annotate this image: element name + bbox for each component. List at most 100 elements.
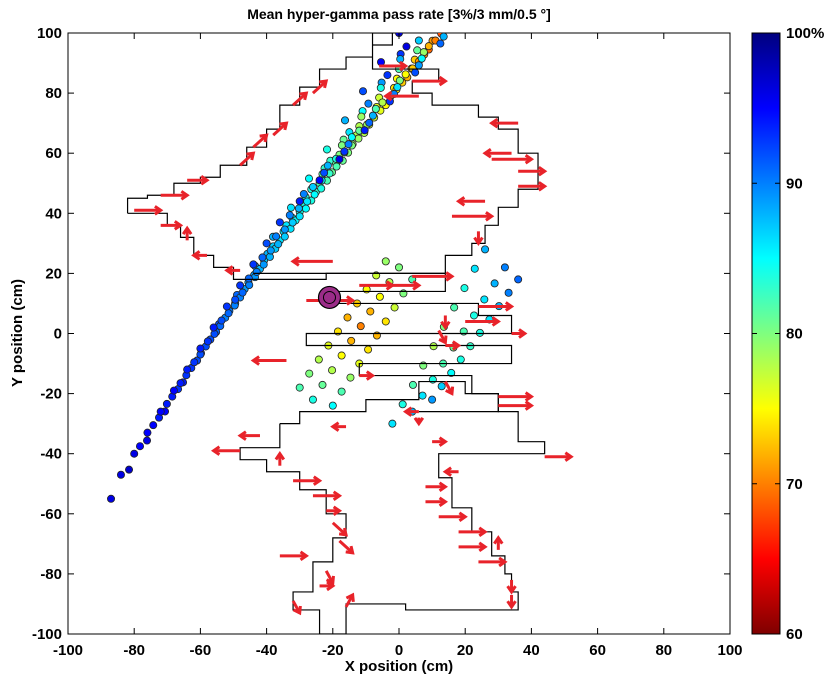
data-point — [364, 99, 373, 108]
displacement-arrow — [473, 231, 484, 247]
displacement-arrow — [224, 265, 241, 276]
data-point — [259, 260, 268, 269]
y-tick-label: 40 — [45, 205, 62, 222]
displacement-arrow — [293, 475, 323, 486]
displacement-arrow — [330, 421, 347, 432]
data-point — [287, 203, 296, 212]
data-point — [130, 449, 139, 458]
data-point — [294, 204, 303, 213]
data-point — [310, 190, 319, 199]
data-point — [299, 189, 308, 198]
colorbar-tick-label: 70 — [786, 476, 803, 493]
colorbar-tick-label: 100% — [786, 25, 824, 42]
data-point — [354, 134, 363, 143]
displacement-arrow — [458, 526, 488, 538]
data-point — [315, 176, 324, 185]
displacement-arrow — [379, 60, 409, 72]
displacement-arrow — [392, 280, 422, 291]
displacement-arrow — [498, 400, 535, 411]
inner-point — [356, 322, 365, 331]
data-point — [252, 267, 261, 276]
data-point — [320, 168, 329, 177]
data-point — [249, 260, 258, 269]
displacement-arrow — [489, 117, 519, 129]
data-point — [341, 116, 350, 125]
displacement-arrow — [518, 166, 548, 177]
displacement-arrow — [425, 496, 448, 507]
data-point — [317, 184, 326, 193]
data-point — [395, 76, 404, 85]
inner-point — [366, 307, 375, 316]
inner-point — [318, 380, 327, 389]
displacement-arrow — [326, 505, 343, 516]
displacement-arrow — [252, 133, 269, 149]
displacement-arrow — [239, 151, 256, 167]
data-point — [308, 183, 317, 192]
y-axis-label: Y position (cm) — [9, 279, 26, 387]
displacement-arrow — [338, 539, 355, 555]
inner-point — [470, 311, 479, 320]
displacement-arrow — [458, 541, 488, 553]
data-point — [288, 218, 297, 227]
data-point — [231, 295, 240, 304]
data-point — [368, 111, 377, 120]
data-point — [209, 323, 218, 332]
inner-point — [450, 303, 459, 312]
highlight-inner-ring — [322, 290, 336, 304]
inner-point — [337, 351, 346, 360]
inner-point — [343, 313, 352, 322]
displacement-arrow — [451, 211, 495, 222]
x-tick-label: 20 — [457, 642, 474, 659]
x-tick-label: -100 — [53, 642, 83, 659]
data-point — [244, 274, 253, 283]
data-point — [424, 42, 433, 51]
displacement-arrow — [311, 79, 329, 95]
displacement-arrow — [402, 406, 419, 417]
data-point — [143, 428, 152, 437]
inner-point — [328, 366, 337, 375]
inner-point — [408, 380, 417, 389]
displacement-arrow — [412, 271, 455, 282]
data-point — [262, 239, 271, 248]
inner-point — [481, 245, 490, 254]
displacement-arrow — [511, 328, 528, 339]
data-point — [203, 337, 212, 346]
displacement-arrow — [482, 148, 512, 159]
y-tick-label: 0 — [54, 326, 62, 343]
highlight-circle — [317, 285, 342, 310]
displacement-arrow — [312, 490, 343, 501]
data-point — [236, 281, 245, 290]
data-point — [305, 174, 314, 183]
displacement-arrow — [445, 340, 462, 351]
displacement-arrow — [134, 205, 164, 216]
data-point — [217, 316, 226, 325]
data-point — [378, 98, 387, 107]
displacement-arrow — [506, 579, 517, 595]
data-point — [280, 225, 289, 234]
data-point — [107, 494, 116, 503]
inner-point — [328, 401, 337, 410]
displacement-arrow — [544, 451, 574, 462]
data-point — [224, 309, 233, 318]
data-point — [303, 197, 312, 206]
inner-point — [456, 355, 465, 364]
data-point — [135, 442, 144, 451]
displacement-arrow — [455, 196, 486, 207]
inner-point — [398, 400, 407, 409]
data-point — [323, 145, 332, 154]
displacement-arrow — [292, 91, 309, 107]
displacement-arrow — [383, 90, 419, 102]
data-point — [162, 399, 171, 408]
inner-point — [390, 303, 399, 312]
displacement-arrow — [465, 316, 501, 327]
y-tick-label: 20 — [45, 265, 62, 282]
data-point — [393, 83, 402, 92]
data-point — [295, 197, 304, 206]
inner-point — [490, 279, 499, 288]
y-tick-label: -60 — [40, 506, 62, 523]
data-point — [417, 54, 426, 63]
displacement-arrow — [191, 250, 208, 261]
inner-point — [337, 387, 346, 396]
inner-point — [480, 295, 489, 304]
y-axis: -100 -80 -60 -40 -20 0 20 40 60 80 100 — [32, 25, 730, 643]
